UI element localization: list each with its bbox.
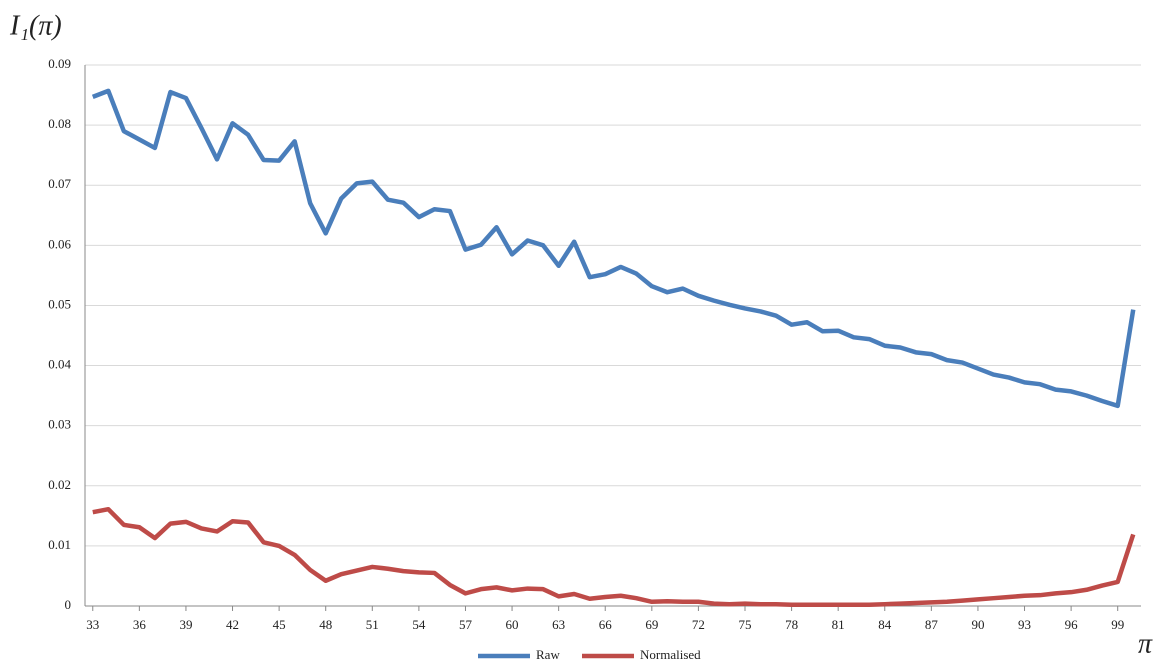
x-tick-label: 45 (273, 617, 286, 632)
x-tick-label: 99 (1111, 617, 1124, 632)
x-tick-label: 42 (226, 617, 239, 632)
x-axis-label: π (1138, 628, 1153, 659)
x-tick-label: 39 (179, 617, 192, 632)
x-tick-label: 87 (925, 617, 939, 632)
x-tick-label: 69 (645, 617, 658, 632)
data-line (91, 88, 1136, 409)
y-tick-label: 0.03 (48, 417, 71, 432)
y-axis-label: I₁(π) (9, 10, 62, 41)
y-tick-label: 0.08 (48, 116, 71, 131)
x-tick-label: 75 (739, 617, 752, 632)
y-tick-label: 0.01 (48, 537, 71, 552)
y-tick-label: 0.02 (48, 477, 71, 492)
x-tick-label: 51 (366, 617, 379, 632)
x-tick-label: 96 (1065, 617, 1079, 632)
x-tick-label: 66 (599, 617, 613, 632)
x-tick-label: 90 (971, 617, 984, 632)
data-line (92, 506, 1136, 608)
x-tick-label: 36 (133, 617, 147, 632)
x-tick-label: 63 (552, 617, 565, 632)
legend-label: Raw (536, 647, 560, 662)
y-tick-label: 0.04 (48, 357, 71, 372)
x-tick-label: 93 (1018, 617, 1031, 632)
x-tick-label: 54 (412, 617, 426, 632)
x-tick-label: 81 (832, 617, 845, 632)
y-tick-label: 0.09 (48, 56, 71, 71)
x-tick-label: 57 (459, 617, 473, 632)
x-tick-label: 84 (878, 617, 892, 632)
x-tick-label: 48 (319, 617, 332, 632)
x-tick-label: 78 (785, 617, 798, 632)
y-tick-label: 0 (65, 597, 72, 612)
y-tick-label: 0.07 (48, 176, 71, 191)
y-tick-label: 0.06 (48, 236, 71, 251)
x-tick-label: 72 (692, 617, 705, 632)
legend-label: Normalised (640, 647, 701, 662)
y-tick-label: 0.05 (48, 296, 71, 311)
x-tick-label: 33 (86, 617, 99, 632)
x-tick-label: 60 (506, 617, 519, 632)
